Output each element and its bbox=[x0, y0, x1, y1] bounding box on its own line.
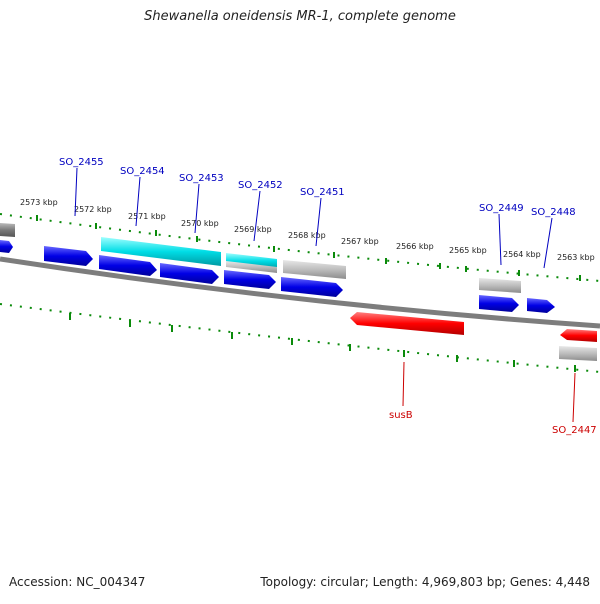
kbp-label: 2567 kbp bbox=[341, 237, 379, 246]
gene-label-SO_2451[interactable]: SO_2451 bbox=[300, 187, 345, 198]
kbp-label: 2568 kbp bbox=[288, 231, 326, 240]
label-leaders bbox=[74, 167, 576, 423]
feature-cds bbox=[99, 255, 157, 276]
kbp-label: 2572 kbp bbox=[74, 205, 112, 214]
kbp-labels: 2573 kbp 2572 kbp 2571 kbp 2570 kbp 2569… bbox=[20, 198, 595, 262]
gene-label-SO_2455[interactable]: SO_2455 bbox=[59, 157, 104, 168]
gene-label-SO_2452[interactable]: SO_2452 bbox=[238, 180, 283, 191]
kbp-label: 2563 kbp bbox=[557, 253, 595, 262]
inner-major-ticks bbox=[69, 313, 576, 372]
kbp-label: 2564 kbp bbox=[503, 250, 541, 259]
kbp-label: 2573 kbp bbox=[20, 198, 58, 207]
feature-gray bbox=[226, 261, 277, 273]
feature-susB bbox=[350, 312, 464, 335]
kbp-label: 2569 kbp bbox=[234, 225, 272, 234]
genome-summary-text: Topology: circular; Length: 4,969,803 bp… bbox=[260, 575, 590, 589]
feature-SO_2447 bbox=[560, 329, 597, 342]
reverse-features bbox=[350, 312, 597, 361]
gene-label-SO_2448[interactable]: SO_2448 bbox=[531, 207, 576, 218]
outer-major-ticks bbox=[36, 215, 581, 281]
gene-label-SO_2454[interactable]: SO_2454 bbox=[120, 166, 165, 177]
kbp-label: 2570 kbp bbox=[181, 219, 219, 228]
feature-cds bbox=[44, 246, 93, 266]
feature-partial-blue bbox=[0, 240, 13, 253]
feature-gray bbox=[283, 260, 346, 279]
feature-rrna bbox=[226, 253, 277, 269]
gene-labels: SO_2455 SO_2454 SO_2453 SO_2452 SO_2451 … bbox=[59, 157, 597, 436]
gene-label-SO_2453[interactable]: SO_2453 bbox=[179, 173, 224, 184]
map-title: Shewanella oneidensis MR-1, complete gen… bbox=[144, 9, 456, 24]
feature-cds bbox=[479, 295, 519, 312]
feature-gray bbox=[479, 278, 521, 293]
gene-label-susB[interactable]: susB bbox=[389, 410, 413, 421]
inner-tick-ring bbox=[0, 303, 600, 373]
gene-label-SO_2447[interactable]: SO_2447 bbox=[552, 425, 597, 436]
kbp-label: 2566 kbp bbox=[396, 242, 434, 251]
kbp-label: 2565 kbp bbox=[449, 246, 487, 255]
feature-partial-gray bbox=[0, 223, 15, 237]
genome-backbone bbox=[0, 256, 600, 329]
kbp-label: 2571 kbp bbox=[128, 212, 166, 221]
feature-cds bbox=[160, 263, 219, 284]
forward-features bbox=[0, 223, 555, 313]
accession-text: Accession: NC_004347 bbox=[9, 575, 146, 589]
feature-cds bbox=[527, 298, 555, 313]
feature-cds bbox=[224, 270, 276, 289]
feature-cds bbox=[281, 277, 343, 297]
feature-gray bbox=[559, 346, 597, 361]
gene-label-SO_2449[interactable]: SO_2449 bbox=[479, 203, 524, 214]
feature-rrna bbox=[101, 237, 221, 266]
